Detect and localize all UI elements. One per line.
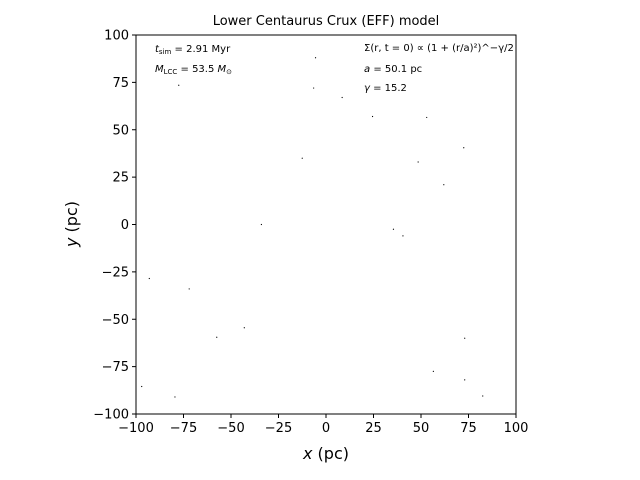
x-axis-ticks: −100 −75 −50 −25 0 25 50 75 100 [118, 414, 528, 436]
y-tick-label: −100 [93, 408, 129, 423]
data-point [463, 147, 465, 149]
x-axis-label: x (pc) [302, 444, 349, 463]
annotation-gamma: γ = 15.2 [364, 83, 407, 94]
x-tick-label: −50 [217, 421, 244, 436]
data-point [313, 87, 315, 89]
y-tick-label: 0 [121, 218, 129, 233]
m-lcc-value: = 53.5 [177, 64, 217, 75]
x-tick-label: 50 [413, 421, 430, 436]
y-tick-label: −50 [102, 313, 129, 328]
data-point [216, 336, 218, 338]
t-sim-value: = 2.91 Myr [171, 44, 231, 55]
x-tick-label: −75 [170, 421, 197, 436]
t-sim-subscript: sim [159, 48, 172, 56]
data-point [402, 235, 404, 237]
x-tick-label: 75 [460, 421, 477, 436]
x-tick-label: 0 [322, 421, 330, 436]
y-tick-label: −25 [102, 265, 129, 280]
a-symbol: a [364, 64, 370, 75]
data-point [482, 395, 484, 397]
chart-title: Lower Centaurus Crux (EFF) model [213, 14, 440, 29]
data-point [464, 337, 466, 339]
annotation-t-sim: tsim = 2.91 Myr [155, 44, 231, 56]
y-tick-label: 100 [104, 29, 129, 44]
data-point [243, 327, 245, 329]
data-point [301, 157, 303, 159]
data-point [443, 184, 445, 186]
y-axis-label: y (pc) [62, 201, 81, 248]
data-point [341, 96, 343, 99]
annotation-a: a = 50.1 pc [364, 64, 422, 75]
y-axis-label-unit: (pc) [62, 201, 81, 238]
scatter-points [141, 57, 484, 398]
data-point [141, 385, 143, 388]
gamma-symbol: γ [364, 83, 371, 94]
y-tick-label: 50 [112, 123, 129, 138]
data-point [178, 84, 180, 86]
y-axis-label-var: y [62, 237, 81, 248]
data-point [426, 116, 428, 119]
annotation-m-lcc: MLCC = 53.5 M⊙ [155, 64, 232, 76]
data-point [148, 277, 150, 280]
data-point [260, 223, 262, 226]
t-sim-symbol: t [155, 44, 160, 55]
data-point [188, 288, 190, 290]
x-tick-label: −100 [118, 421, 154, 436]
annotation-profile: Σ(r, t = 0) ∝ (1 + (r/a)²)^−γ/2 [364, 43, 514, 54]
m-lcc-subscript: LCC [164, 68, 178, 76]
y-tick-label: 75 [112, 76, 129, 91]
y-tick-label: −75 [102, 360, 129, 375]
data-point [371, 115, 374, 118]
m-lcc-unit-subscript: ⊙ [226, 68, 232, 76]
a-value: = 50.1 pc [370, 64, 422, 75]
m-lcc-unit: M [218, 64, 227, 75]
data-point [392, 228, 395, 230]
x-tick-label: 100 [504, 421, 529, 436]
data-point [174, 396, 176, 398]
x-tick-label: 25 [365, 421, 382, 436]
x-axis-label-var: x [302, 444, 313, 463]
x-axis-label-unit: (pc) [312, 444, 349, 463]
data-point [464, 379, 466, 381]
data-point [417, 161, 419, 163]
gamma-value: = 15.2 [370, 83, 407, 94]
m-lcc-symbol: M [155, 64, 164, 75]
y-tick-label: 25 [112, 171, 129, 186]
data-point [432, 370, 434, 372]
y-axis-ticks: −100 −75 −50 −25 0 25 50 75 100 [93, 29, 136, 423]
data-point [314, 57, 317, 59]
x-tick-label: −25 [265, 421, 292, 436]
